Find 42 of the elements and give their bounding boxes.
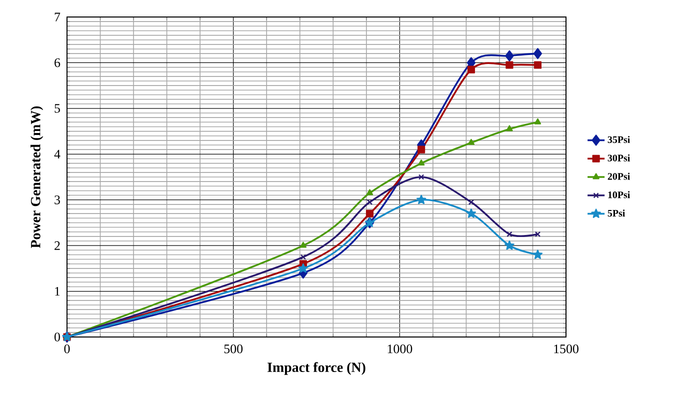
y-tick-label: 3: [54, 196, 60, 204]
x-tick-label: 1500: [554, 344, 578, 354]
legend-label: 35Psi: [608, 136, 630, 144]
point: [300, 242, 307, 248]
y-tick-label: 4: [54, 150, 60, 158]
point: [366, 199, 373, 205]
point: [506, 61, 514, 69]
legend-label: 10Psi: [608, 191, 630, 198]
legend-label: 5Psi: [608, 210, 626, 217]
x-tick-label: 1000: [388, 344, 412, 354]
x-tick-label: 0: [64, 344, 70, 354]
point: [533, 48, 542, 60]
y-tick-label: 6: [54, 58, 60, 68]
y-tick-label: 1: [55, 287, 60, 296]
point: [418, 146, 426, 154]
point: [366, 189, 374, 196]
y-tick-label: 2: [54, 241, 60, 250]
point: [418, 174, 424, 180]
legend-label: 30Psi: [608, 154, 630, 162]
point: [534, 118, 542, 124]
point: [416, 194, 426, 204]
y-tick-label: 5: [54, 104, 60, 113]
point: [466, 208, 476, 218]
point: [532, 250, 543, 259]
point: [418, 160, 425, 166]
x-axis-title: Impact force (N): [268, 362, 366, 375]
y-tick-label: 0: [54, 332, 60, 342]
point: [505, 50, 514, 62]
y-tick-label: 7: [54, 12, 60, 22]
y-axis-title: Power Generated (mW): [30, 106, 44, 248]
point: [300, 254, 306, 260]
point: [506, 231, 512, 237]
legend-label: 20Psi: [608, 172, 630, 180]
point: [506, 125, 513, 132]
point: [468, 199, 474, 205]
point: [366, 210, 374, 218]
point: [504, 240, 514, 250]
point: [467, 66, 475, 74]
point: [534, 61, 542, 69]
point: [298, 263, 308, 273]
point: [468, 138, 475, 145]
x-tick-label: 500: [224, 344, 243, 354]
